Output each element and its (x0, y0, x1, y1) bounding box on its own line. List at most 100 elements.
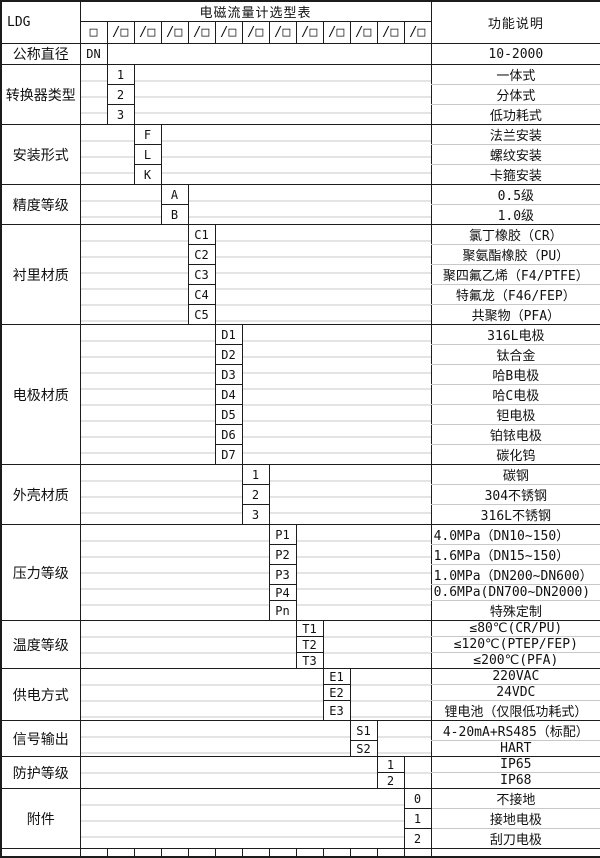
option-row: C2 聚氨酯橡胶（PU） (1, 244, 600, 265)
spacer-cell (107, 43, 432, 65)
option-row: P3 1.0MPa（DN200~DN600） (1, 564, 600, 585)
bottom-strip-cell (430, 848, 600, 857)
option-description: HART (430, 740, 600, 757)
option-description: 分体式 (430, 84, 600, 105)
option-description: 锂电池（仅限低功耗式） (430, 700, 600, 721)
model-slot: /□ (187, 21, 216, 44)
category-label: 衬里材质 (1, 224, 81, 325)
page-title: 电磁流量计选型表 (80, 1, 432, 22)
option-code: 2 (241, 484, 270, 505)
option-row: L 螺纹安装 (1, 144, 600, 165)
option-code: E1 (322, 668, 351, 685)
model-slot: /□ (160, 21, 189, 44)
spacer-cell (80, 620, 296, 669)
option-row: D6 铂铱电极 (1, 424, 600, 445)
option-code: P4 (268, 584, 297, 601)
option-row: D3 哈B电极 (1, 364, 600, 385)
option-code: C4 (187, 284, 216, 305)
option-code: D2 (214, 344, 243, 365)
option-description: ≤200℃(PFA) (430, 652, 600, 669)
option-code: S2 (349, 740, 378, 757)
option-row: 防护等级 1 IP65 (1, 756, 600, 789)
option-code: D1 (214, 324, 243, 345)
option-code: E3 (322, 700, 351, 721)
option-row: 电极材质 D1 316L电极 (1, 324, 600, 465)
bottom-strip-cell (295, 848, 323, 857)
model-slot: /□ (376, 21, 405, 44)
spacer-cell (80, 524, 269, 621)
bottom-strip-cell (1, 849, 80, 857)
option-code: C2 (187, 244, 216, 265)
option-description: 共聚物（PFA） (430, 304, 600, 325)
option-description: 低功耗式 (430, 104, 600, 125)
spacer-cell (377, 720, 432, 757)
option-row: 信号输出 S1 4-20mA+RS485（标配） (1, 720, 600, 757)
option-row: 外壳材质 1 碳钢 (1, 464, 600, 525)
category-label: 附件 (1, 788, 81, 849)
option-description: 碳化钨 (430, 444, 600, 465)
spacer-cell (134, 64, 432, 125)
model-slot-first: □ (79, 21, 108, 44)
option-code: D7 (214, 444, 243, 465)
option-row: 3 低功耗式 (1, 104, 600, 125)
option-code: D6 (214, 424, 243, 445)
option-code: B (160, 204, 189, 225)
option-row: C3 聚四氟乙烯（F4/PTFE） (1, 264, 600, 285)
model-code-slots-row: □ /□/□/□/□/□/□/□/□/□/□/□/□ (1, 21, 600, 44)
category-label: 信号输出 (1, 720, 81, 757)
option-row: B 1.0级 (1, 204, 600, 225)
spacer-cell (80, 788, 404, 849)
option-code: T3 (295, 652, 324, 669)
spacer-cell (80, 756, 377, 789)
category-label: 转换器类型 (1, 64, 81, 125)
option-description: 4.0MPa（DN10~150） (430, 524, 600, 545)
bottom-strip-cell (322, 848, 350, 857)
option-description: 铂铱电极 (430, 424, 600, 445)
option-row: T3 ≤200℃(PFA) (1, 652, 600, 669)
option-description: 316L电极 (430, 324, 600, 345)
spacer-cell (404, 756, 432, 789)
option-row: D7 碳化钨 (1, 444, 600, 465)
option-description: 氯丁橡胶（CR） (430, 224, 600, 245)
option-description: 聚氨酯橡胶（PU） (430, 244, 600, 265)
option-description: 1.0MPa（DN200~DN600） (430, 564, 600, 585)
model-slot: /□ (403, 21, 432, 44)
option-row: 安装形式 F 法兰安装 (1, 124, 600, 185)
option-row: Pn 特殊定制 (1, 600, 600, 621)
option-description: 220VAC (430, 668, 600, 685)
bottom-strip-cell (403, 848, 432, 857)
option-description: 0.6MPa(DN700~DN2000) (430, 584, 600, 601)
option-description: 钽电极 (430, 404, 600, 425)
option-row: 3 316L不锈钢 (1, 504, 600, 525)
option-description: 304不锈钢 (430, 484, 600, 505)
spacer-cell (296, 524, 432, 621)
option-code: 3 (106, 104, 135, 125)
option-row: C4 特氟龙（F46/FEP） (1, 284, 600, 305)
option-code: P1 (268, 524, 297, 545)
spacer-cell (323, 620, 432, 669)
bottom-strip-cell (160, 848, 188, 857)
option-code: 2 (403, 828, 432, 849)
spacer-cell (350, 668, 432, 721)
option-row: 转换器类型 1 一体式 (1, 64, 600, 125)
spacer-cell (80, 668, 323, 721)
category-label: 精度等级 (1, 184, 81, 225)
spacer-cell (80, 184, 161, 225)
bottom-strip-cell (268, 848, 296, 857)
spacer-cell (269, 464, 432, 525)
option-row: 2 304不锈钢 (1, 484, 600, 505)
model-slot: /□ (322, 21, 351, 44)
option-row: 公称直径 DN 10-2000 (1, 43, 600, 65)
option-description: 特殊定制 (430, 600, 600, 621)
spacer-cell (215, 224, 432, 325)
spacer-cell (188, 184, 432, 225)
option-row: 供电方式 E1 220VAC (1, 668, 600, 721)
option-code: 2 (106, 84, 135, 105)
option-description: 1.0级 (430, 204, 600, 225)
spacer-cell (242, 324, 432, 465)
option-row: 衬里材质 C1 氯丁橡胶（CR） (1, 224, 600, 325)
option-description: 4-20mA+RS485（标配） (430, 720, 600, 741)
option-description: ≤80℃(CR/PU) (430, 620, 600, 637)
